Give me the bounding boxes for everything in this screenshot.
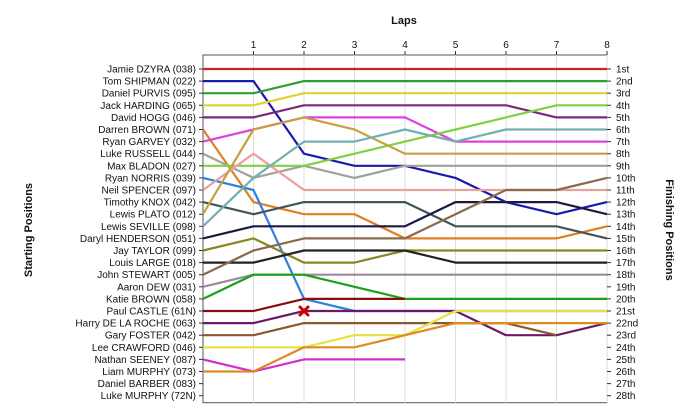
driver-label-18: John STEWART (005) — [97, 270, 196, 281]
finishing-position-label: 27th — [616, 379, 635, 390]
chart-grid: 1 2 3 4 5 6 7 8 — [199, 40, 611, 404]
finishing-position-label: 8th — [616, 149, 630, 160]
finishing-position-label: 16th — [616, 246, 635, 257]
driver-line-17 — [203, 249, 607, 264]
driver-line-5 — [203, 104, 607, 119]
driver-line-26 — [203, 322, 607, 373]
driver-line-21 — [203, 297, 405, 313]
lap-tick-label: 1 — [251, 40, 257, 51]
driver-label-11: Neil SPENCER (097) — [102, 186, 196, 197]
finishing-position-label: 18th — [616, 270, 635, 281]
driver-label-21: Paul CASTLE (61N) — [107, 307, 196, 318]
driver-label-12: Timothy KNOX (042) — [104, 198, 196, 209]
finishing-position-label: 12th — [616, 198, 635, 209]
driver-label-26: Liam MURPHY (073) — [102, 367, 196, 378]
right-axis-title: Finishing Positions — [663, 179, 675, 280]
driver-label-20: Katie BROWN (058) — [106, 294, 196, 305]
lap-tick-label: 7 — [554, 40, 560, 51]
driver-line-25 — [202, 358, 405, 373]
chart-labels: 1st2nd3rd4th5th6th7th8th9th10th11th12th1… — [75, 65, 638, 403]
driver-label-14: Lewis SEVILLE (098) — [101, 222, 196, 233]
chart-series-lines — [202, 67, 608, 373]
finishing-position-label: 14th — [616, 222, 635, 233]
driver-label-6: Darren BROWN (071) — [98, 125, 196, 136]
driver-label-1: Jamie DZYRA (038) — [107, 65, 196, 76]
finishing-position-label: 24th — [616, 343, 635, 354]
driver-label-7: Ryan GARVEY (032) — [102, 137, 196, 148]
finishing-position-label: 7th — [616, 137, 630, 148]
finishing-position-label: 5th — [616, 113, 630, 124]
driver-label-10: Ryan NORRIS (039) — [105, 173, 196, 184]
driver-label-25: Nathan SEENEY (087) — [94, 355, 196, 366]
driver-line-13 — [202, 116, 607, 215]
lap-tick-label: 6 — [503, 40, 509, 51]
lap-tick-label: 3 — [352, 40, 358, 51]
finishing-position-label: 9th — [616, 161, 630, 172]
lap-tick-label: 5 — [453, 40, 459, 51]
finishing-position-label: 3rd — [616, 89, 630, 100]
driver-line-4 — [203, 92, 607, 107]
driver-line-3 — [203, 79, 607, 95]
chart-title: Laps — [391, 15, 417, 27]
driver-label-4: Jack HARDING (065) — [100, 101, 196, 112]
left-axis-title: Starting Positions — [23, 183, 35, 277]
finishing-position-label: 28th — [616, 391, 635, 402]
finishing-position-label: 22nd — [616, 319, 638, 330]
driver-label-28: Luke MURPHY (72N) — [101, 391, 196, 402]
driver-label-19: Aaron DEW (031) — [117, 282, 196, 293]
driver-label-17: Louis LARGE (018) — [109, 258, 196, 269]
finishing-position-label: 20th — [616, 294, 635, 305]
driver-line-15 — [202, 201, 608, 240]
finishing-position-label: 21st — [616, 307, 635, 318]
driver-line-22 — [203, 309, 608, 337]
driver-label-24: Lee CRAWFORD (046) — [92, 343, 196, 354]
finishing-position-label: 15th — [616, 234, 635, 245]
driver-label-2: Tom SHIPMAN (022) — [103, 77, 196, 88]
finishing-position-label: 4th — [616, 101, 630, 112]
driver-label-27: Daniel BARBER (083) — [98, 379, 196, 390]
finishing-position-label: 26th — [616, 367, 635, 378]
lap-tick-label: 4 — [402, 40, 408, 51]
driver-line-14 — [202, 128, 607, 228]
driver-label-15: Daryl HENDERSON (051) — [80, 234, 196, 245]
driver-label-13: Lewis PLATO (012) — [110, 210, 196, 221]
finishing-position-label: 17th — [616, 258, 635, 269]
driver-line-12 — [202, 201, 608, 240]
driver-line-18 — [202, 176, 608, 276]
finishing-position-label: 10th — [616, 173, 635, 184]
lap-tick-label: 8 — [604, 40, 610, 51]
driver-label-5: David HOGG (046) — [111, 113, 196, 124]
driver-label-3: Daniel PURVIS (095) — [102, 89, 196, 100]
driver-label-16: Jay TAYLOR (099) — [113, 246, 196, 257]
finishing-position-label: 11th — [616, 186, 635, 197]
driver-line-8 — [202, 152, 607, 179]
driver-label-22: Harry DE LA ROCHE (063) — [75, 319, 196, 330]
finishing-position-label: 25th — [616, 355, 635, 366]
driver-label-23: Gary FOSTER (042) — [105, 331, 196, 342]
finishing-position-label: 1st — [616, 65, 630, 76]
finishing-position-label: 13th — [616, 210, 635, 221]
retirement-marker — [298, 305, 310, 317]
lap-tick-label: 2 — [301, 40, 307, 51]
finishing-position-label: 19th — [616, 282, 635, 293]
driver-label-9: Max BLADON (027) — [107, 161, 196, 172]
finishing-position-label: 6th — [616, 125, 630, 136]
driver-label-8: Luke RUSSELL (044) — [100, 149, 196, 160]
finishing-position-label: 2nd — [616, 77, 633, 88]
finishing-position-label: 23rd — [616, 331, 636, 342]
